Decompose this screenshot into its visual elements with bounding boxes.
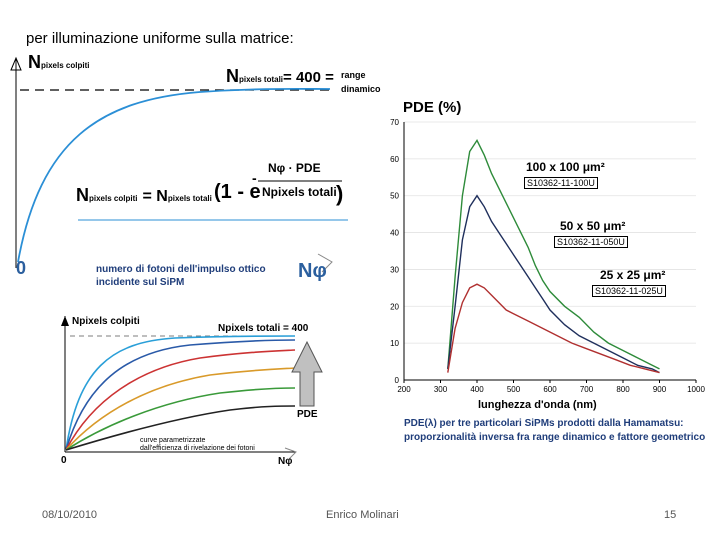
pde-caption-line-1: PDE(λ) per tre particolari SiPMs prodott… [404,418,684,429]
pde-chart-title: PDE (%) [403,99,462,116]
exponent-numerator: Nφ · PDE [268,161,321,175]
exponent-minus: - [252,170,257,186]
legend-model-025u: S10362-11-025U [592,285,666,297]
legend-model-050u: S10362-11-050U [554,236,628,248]
x-tick-label: 400 [470,385,484,394]
small-y-label: Npixels colpiti [72,316,140,327]
pde-curve-4 [65,367,296,451]
pde-curve-3 [65,349,296,451]
y-tick-label: 50 [390,192,399,201]
legend-100um: 100 x 100 μm² [526,160,605,174]
pde-increase-arrow [291,340,323,407]
small-y-axis-arrowhead [61,316,69,326]
y-tick-label: 60 [390,155,399,164]
top-y-axis-arrowhead [10,56,22,71]
pde-curve-1 [65,335,296,451]
asymptote-label: Npixels totali= 400 = [226,66,334,86]
pde-caption-line-2: proporzionalità inversa fra range dinami… [404,432,706,443]
small-x-axis-arrow-icon [284,447,297,461]
pde-curve-6 [65,405,296,451]
top-origin-label: 0 [16,258,27,278]
pde-curve-5 [65,387,296,451]
y-tick-label: 10 [390,339,399,348]
pde-curve-2 [65,339,296,451]
range-label-2: dinamico [341,84,381,94]
legend-50um: 50 x 50 μm² [560,219,626,233]
small-x-label: Nφ [278,456,293,467]
x-tick-label: 700 [580,385,594,394]
y-tick-label: 30 [390,265,399,274]
top-x-axis-label: Nφ [298,260,327,282]
legend-25um: 25 x 25 μm² [600,268,666,282]
small-asymptote-label: Npixels totali = 400 [218,323,309,334]
photon-note-line-1: numero di fotoni dell'impulso ottico [96,264,266,275]
pde-series-line-0 [447,138,660,370]
pde-chart-ticks: 0 10 20 30 40 50 60 70 200 300 400 500 600 700 800 900 1… [390,118,705,394]
small-caption-1: curve parametrizzate [140,437,206,444]
x-axis-arrow-icon [317,253,333,273]
x-tick-label: 500 [507,385,521,394]
pde-chart-plot-area [404,122,696,380]
photon-note-line-2: incidente sul SiPM [96,277,185,288]
y-tick-label: 20 [390,302,399,311]
footer-author: Enrico Molinari [326,509,399,521]
pde-chart-series [447,138,660,374]
pde-series-line-1 [447,194,660,374]
footer-page-number: 15 [664,509,677,521]
small-caption-2: dall'efficienza di rivelazione dei foton… [140,445,255,452]
pde-formula: Npixels colpiti = Npixels totali [76,185,212,205]
x-tick-label: 800 [616,385,630,394]
small-origin-label: 0 [61,455,67,466]
x-tick-label: 1000 [687,385,705,394]
slide-heading: per illuminazione uniforme sulla matrice… [26,30,294,47]
pde-arrow-label: PDE [297,409,318,420]
x-tick-label: 200 [397,385,411,394]
range-label: range [341,70,366,80]
formula-paren-close: ) [336,181,344,206]
x-tick-label: 900 [653,385,667,394]
pde-series-line-2 [447,283,660,374]
pde-chart-x-label: lunghezza d'onda (nm) [478,399,597,411]
y-tick-label: 0 [395,376,400,385]
x-tick-label: 600 [543,385,557,394]
legend-model-100u: S10362-11-100U [524,177,598,189]
x-tick-label: 300 [434,385,448,394]
formula-paren-open: (1 - e [214,181,261,203]
exponent-denominator: Npixels totali [262,185,337,199]
footer-date: 08/10/2010 [42,509,98,521]
y-tick-label: 70 [390,118,399,127]
y-axis-label: Npixels colpiti [28,52,90,72]
saturation-curve [17,87,331,263]
y-tick-label: 40 [390,229,399,238]
